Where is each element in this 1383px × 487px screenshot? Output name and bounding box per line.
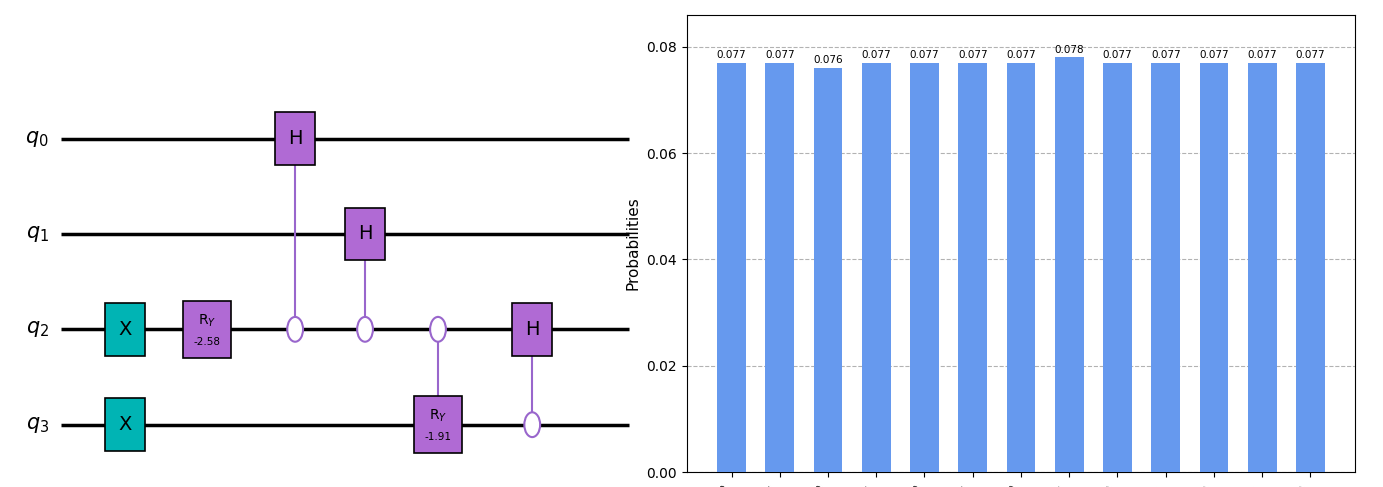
Text: 0.077: 0.077 [1007, 50, 1036, 60]
Text: 0.077: 0.077 [1247, 50, 1277, 60]
Text: 0.077: 0.077 [958, 50, 987, 60]
Bar [1104, 62, 1131, 472]
FancyBboxPatch shape [184, 300, 231, 358]
Text: 0.078: 0.078 [1054, 44, 1084, 55]
Text: H: H [526, 320, 539, 339]
Text: -1.91: -1.91 [425, 432, 451, 442]
Text: 0.077: 0.077 [1296, 50, 1325, 60]
FancyBboxPatch shape [105, 303, 145, 356]
Bar [765, 62, 794, 472]
Circle shape [430, 317, 445, 342]
Text: -2.58: -2.58 [194, 337, 220, 347]
Text: R$_Y$: R$_Y$ [198, 313, 216, 329]
Text: 0.077: 0.077 [1151, 50, 1181, 60]
Text: 0.077: 0.077 [765, 50, 795, 60]
Bar [1007, 62, 1036, 472]
Text: $q_3$: $q_3$ [26, 415, 48, 435]
Bar [1247, 62, 1277, 472]
Text: X: X [118, 320, 131, 339]
Bar [1151, 62, 1180, 472]
FancyBboxPatch shape [275, 112, 315, 165]
Text: 0.077: 0.077 [1102, 50, 1133, 60]
Bar [910, 62, 939, 472]
Bar [1055, 57, 1084, 472]
Text: 0.077: 0.077 [910, 50, 939, 60]
Circle shape [357, 317, 373, 342]
Text: $q_0$: $q_0$ [25, 129, 48, 149]
Bar [813, 68, 842, 472]
Text: 0.077: 0.077 [1199, 50, 1228, 60]
Text: H: H [358, 225, 372, 244]
Text: X: X [118, 415, 131, 434]
Text: H: H [288, 129, 303, 148]
Text: 0.077: 0.077 [862, 50, 891, 60]
Bar [958, 62, 987, 472]
Y-axis label: Probabilities: Probabilities [625, 197, 640, 290]
Text: 0.076: 0.076 [813, 55, 842, 65]
FancyBboxPatch shape [105, 398, 145, 451]
Circle shape [288, 317, 303, 342]
Bar [716, 62, 745, 472]
Text: 0.077: 0.077 [716, 50, 747, 60]
FancyBboxPatch shape [346, 208, 384, 260]
Bar [862, 62, 891, 472]
Bar [1199, 62, 1228, 472]
Text: $q_1$: $q_1$ [26, 224, 48, 244]
Text: $q_2$: $q_2$ [26, 319, 48, 339]
FancyBboxPatch shape [415, 396, 462, 453]
Bar [1296, 62, 1325, 472]
FancyBboxPatch shape [513, 303, 552, 356]
Text: R$_Y$: R$_Y$ [429, 408, 447, 424]
Circle shape [524, 412, 541, 437]
